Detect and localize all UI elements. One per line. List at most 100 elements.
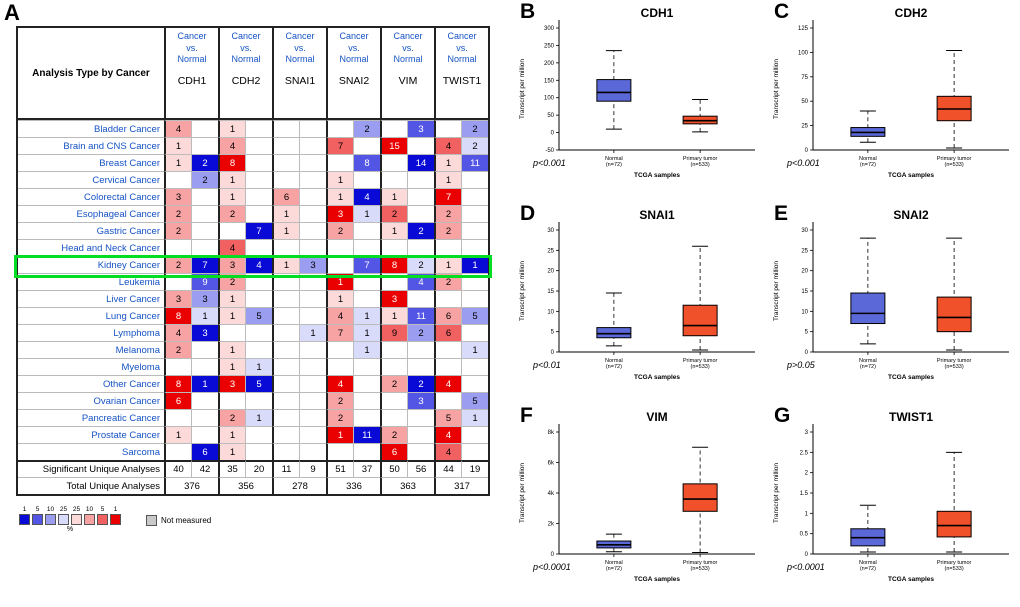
heatmap-cell	[272, 358, 299, 375]
y-axis-title: Transcript per million	[519, 463, 526, 523]
heatmap-cell	[191, 120, 218, 137]
heatmap-cell: 3	[407, 120, 434, 137]
group-label: Normal	[605, 560, 623, 566]
heatmap-cell: 2	[407, 324, 434, 341]
heatmap-cell: 1	[272, 205, 299, 222]
significant-count: 20	[245, 460, 272, 477]
heatmap-cell	[164, 409, 191, 426]
heatmap-cell	[461, 375, 488, 392]
heatmap-cell: 1	[272, 222, 299, 239]
y-tick-label: 30	[547, 228, 554, 234]
y-tick-label: 0	[551, 552, 555, 558]
heatmap-cell	[245, 205, 272, 222]
cancer-row-label: Prostate Cancer	[18, 426, 164, 443]
heatmap-cell	[461, 273, 488, 290]
heatmap-cell: 3	[164, 188, 191, 205]
heatmap-cell	[380, 341, 407, 358]
legend-percent-label: %	[66, 526, 74, 533]
boxplot-panel-C: C CDH2 Transcript per million 0 25 50 75 100 125…	[766, 0, 1020, 202]
cancer-row-label: Bladder Cancer	[18, 120, 164, 137]
boxplot-twist1: TWIST1 Transcript per million 0 0.5 1 1.5 2 2.5…	[773, 410, 1009, 583]
group-label: Normal	[859, 560, 877, 566]
y-tick-label: 0	[805, 552, 809, 558]
heatmap-cell: 1	[164, 154, 191, 171]
y-tick-label: 20	[801, 269, 808, 275]
y-tick-label: 75	[801, 75, 808, 81]
legend-item: 10	[83, 506, 96, 525]
total-row-label: Total Unique Analyses	[18, 477, 164, 494]
x-axis-title: TCGA samples	[888, 172, 934, 179]
cancer-vs-normal-label: Cancer vs. Normal	[231, 31, 261, 65]
cancer-row-label: Other Cancer	[18, 375, 164, 392]
legend-swatch	[71, 514, 82, 525]
y-tick-label: 100	[798, 50, 809, 56]
total-count: 278	[272, 477, 326, 494]
gene-column-header: Cancer vs. Normal TWIST1	[434, 28, 488, 120]
legend-scale: 1 5 10 25 25 10 5 1%	[18, 506, 122, 533]
heatmap-cell: 4	[245, 256, 272, 273]
heatmap-cell	[299, 307, 326, 324]
heatmap-cell: 11	[407, 307, 434, 324]
heatmap-cell	[434, 120, 461, 137]
heatmap-cell	[434, 341, 461, 358]
y-tick-label: 10	[801, 309, 808, 315]
heatmap-cell	[272, 120, 299, 137]
cancer-row-label: Gastric Cancer	[18, 222, 164, 239]
heatmap-cell: 1	[218, 188, 245, 205]
total-count: 376	[164, 477, 218, 494]
group-label: Primary tumor	[937, 560, 972, 566]
heatmap-cell: 3	[407, 392, 434, 409]
heatmap-cell: 7	[191, 256, 218, 273]
boxplot-snai1: SNAI1 Transcript per million 0 5 10 15 20 25 30 N…	[519, 208, 755, 381]
heatmap-cell	[326, 154, 353, 171]
heatmap-cell	[245, 137, 272, 154]
heatmap-cell: 1	[461, 409, 488, 426]
heatmap-cell	[461, 222, 488, 239]
y-tick-label: 300	[544, 26, 555, 32]
heatmap-cell: 3	[164, 290, 191, 307]
heatmap-cell: 3	[326, 205, 353, 222]
gene-name: CDH2	[231, 75, 261, 88]
heatmap-cell: 5	[461, 392, 488, 409]
legend-cells: 1 5 10 25 25 10 5 1	[18, 506, 122, 525]
heatmap-cell	[164, 443, 191, 460]
cancer-vs-normal-label: Cancer vs. Normal	[177, 31, 207, 65]
y-tick-label: 25	[547, 248, 554, 254]
group-sublabel: (n=72)	[860, 566, 876, 572]
heatmap-cell	[353, 222, 380, 239]
y-tick-label: 50	[801, 99, 808, 105]
heatmap-cell	[218, 392, 245, 409]
p-value: p>0.05	[786, 360, 816, 370]
heatmap-cell: 8	[353, 154, 380, 171]
heatmap-cell: 2	[407, 222, 434, 239]
heatmap-cell	[461, 358, 488, 375]
y-tick-label: 15	[547, 289, 554, 295]
heatmap-cell: 7	[353, 256, 380, 273]
x-axis-title: TCGA samples	[634, 172, 680, 179]
total-count: 356	[218, 477, 272, 494]
group-sublabel: (n=533)	[945, 566, 964, 572]
heatmap-cell	[245, 341, 272, 358]
heatmap-cell	[299, 290, 326, 307]
heatmap-cell	[353, 239, 380, 256]
heatmap-cell	[299, 375, 326, 392]
y-tick-label: 125	[798, 26, 809, 32]
heatmap-cell: 1	[218, 358, 245, 375]
heatmap-cell	[191, 222, 218, 239]
heatmap-cell: 4	[164, 324, 191, 341]
gene-name: SNAI1	[284, 75, 316, 88]
group-label: Primary tumor	[683, 156, 718, 162]
heatmap-cell	[353, 137, 380, 154]
heatmap-cell	[299, 137, 326, 154]
legend-item: 1	[18, 506, 31, 525]
heatmap-cell	[353, 375, 380, 392]
legend-swatch	[84, 514, 95, 525]
heatmap-cell	[326, 341, 353, 358]
legend-not-measured: Not measured	[146, 515, 211, 526]
heatmap-cell: 2	[191, 154, 218, 171]
p-value: p<0.0001	[532, 562, 571, 572]
heatmap-cell: 7	[434, 188, 461, 205]
y-tick-label: 5	[805, 330, 809, 336]
y-tick-label: 200	[544, 61, 555, 67]
y-tick-label: 1	[805, 511, 809, 517]
